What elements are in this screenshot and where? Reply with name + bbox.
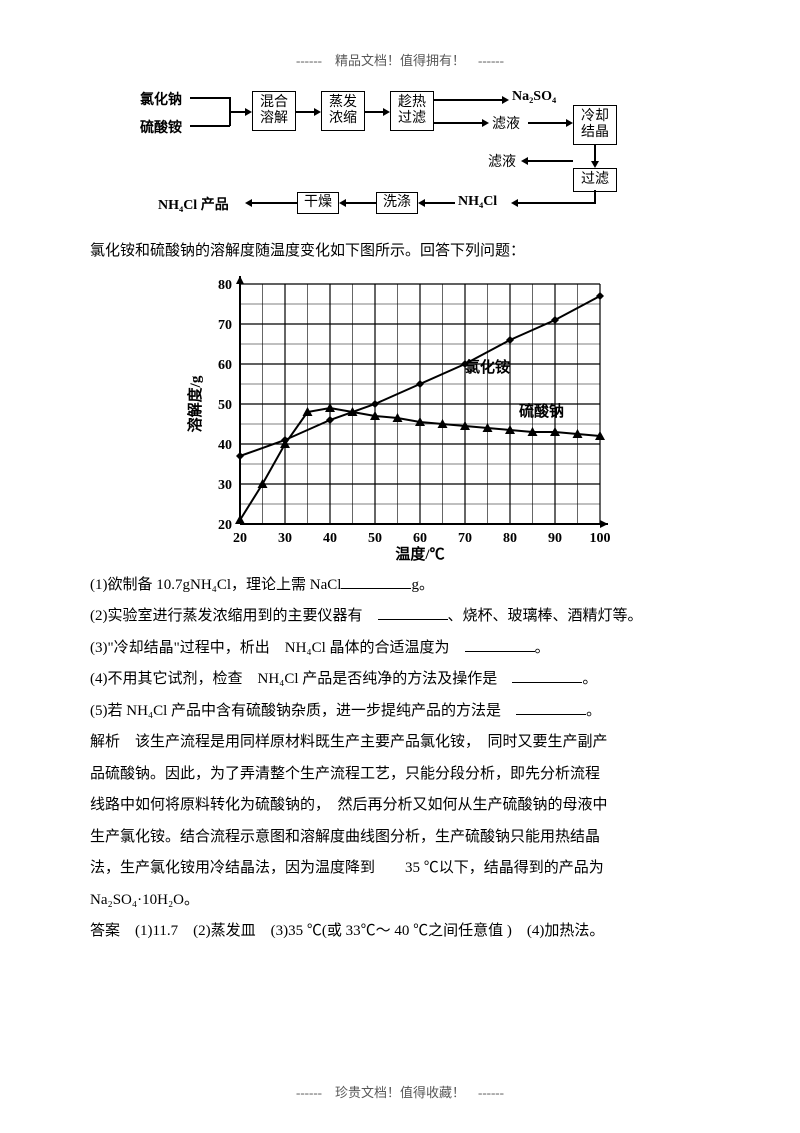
explanation-line-0: 解析 该生产流程是用同样原材料既生产主要产品氯化铵， 同时又要生产副产 <box>90 727 710 759</box>
svg-text:20: 20 <box>233 531 247 546</box>
q4-text-a: (4)不用其它试剂，检查 NH₄Cl 产品是否纯净的方法及操作是 <box>90 671 512 687</box>
q5-text-a: (5)若 NH₄Cl 产品中含有硫酸钠杂质，进一步提纯产品的方法是 <box>90 703 516 719</box>
q2-blank <box>378 604 448 620</box>
q5-text-b: 。 <box>586 703 601 719</box>
svg-text:70: 70 <box>218 318 232 333</box>
explanation-line-3: 生产氯化铵。结合流程示意图和溶解度曲线图分析，生产硫酸钠只能用热结晶 <box>90 822 710 854</box>
svg-text:温度/℃: 温度/℃ <box>395 545 444 563</box>
explanation-line-5: Na₂SO₄·10H₂O。 <box>90 885 710 917</box>
process-flowchart: 氯化钠 硫酸铵 混合 溶解 蒸发 浓缩 趁热 过滤 Na₂SO₄ 滤液 冷却 结… <box>140 87 660 222</box>
svg-text:50: 50 <box>218 398 232 413</box>
flow-box-wash: 洗涤 <box>376 192 418 214</box>
flow-box-dry: 干燥 <box>297 192 339 214</box>
q1-blank <box>341 573 411 589</box>
flow-label-nacl: 氯化钠 <box>140 89 182 109</box>
flow-label-filtrate2: 滤液 <box>488 151 516 171</box>
flow-label-as: 硫酸铵 <box>140 117 182 137</box>
header-decoration: ------ 精品文档！值得拥有！ ------ <box>90 50 710 69</box>
q5-blank <box>516 699 586 715</box>
flow-box-mix: 混合 溶解 <box>252 91 296 131</box>
svg-text:80: 80 <box>503 531 517 546</box>
svg-text:50: 50 <box>368 531 382 546</box>
q1-text-a: (1)欲制备 10.7gNH₄Cl，理论上需 NaCl <box>90 577 341 593</box>
q1-text-b: g。 <box>411 577 434 593</box>
svg-text:70: 70 <box>458 531 472 546</box>
svg-text:硫酸钠: 硫酸钠 <box>519 402 564 420</box>
svg-text:60: 60 <box>413 531 427 546</box>
q3-text-b: 。 <box>535 640 550 656</box>
q2-text-b: 、烧杯、玻璃棒、酒精灯等。 <box>448 608 643 624</box>
q2-text-a: (2)实验室进行蒸发浓缩用到的主要仪器有 <box>90 608 378 624</box>
q4-blank <box>512 667 582 683</box>
svg-text:20: 20 <box>218 518 232 533</box>
footer-decoration: ------ 珍贵文档！值得收藏！ ------ <box>0 1082 800 1101</box>
svg-text:40: 40 <box>218 438 232 453</box>
flow-box-filter2: 过滤 <box>573 168 617 192</box>
flow-label-nh4cl-right: NH₄Cl <box>458 194 497 210</box>
svg-text:30: 30 <box>218 478 232 493</box>
svg-text:氯化铵: 氯化铵 <box>465 358 510 376</box>
explanation-line-4: 法，生产氯化铵用冷结晶法，因为温度降到 35 ℃以下，结晶得到的产品为 <box>90 853 710 885</box>
solubility-chart: 20 30 40 50 60 70 80 90 100 20 30 40 50 60 70 80 温度/℃ 溶解度… <box>185 274 615 564</box>
chart-intro-text: 氯化铵和硫酸钠的溶解度随温度变化如下图所示。回答下列问题： <box>90 236 710 268</box>
svg-text:30: 30 <box>278 531 292 546</box>
q3-text-a: (3)"冷却结晶"过程中，析出 NH₄Cl 晶体的合适温度为 <box>90 640 465 656</box>
q4-text-b: 。 <box>582 671 597 687</box>
svg-text:80: 80 <box>218 278 232 293</box>
questions-block: (1)欲制备 10.7gNH₄Cl，理论上需 NaCl g。 (2)实验室进行蒸发… <box>90 570 710 948</box>
flow-box-hotfilter: 趁热 过滤 <box>390 91 434 131</box>
flow-label-product: NH₄Cl 产品 <box>158 194 229 214</box>
svg-text:溶解度/g: 溶解度/g <box>186 375 204 432</box>
flow-label-filtrate1: 滤液 <box>492 113 520 133</box>
svg-text:60: 60 <box>218 358 232 373</box>
svg-text:100: 100 <box>590 531 611 546</box>
svg-text:40: 40 <box>323 531 337 546</box>
explanation-line-1: 品硫酸钠。因此，为了弄清整个生产流程工艺，只能分段分析，即先分析流程 <box>90 759 710 791</box>
explanation-line-2: 线路中如何将原料转化为硫酸钠的， 然后再分析又如何从生产硫酸钠的母液中 <box>90 790 710 822</box>
flow-label-na2so4: Na₂SO₄ <box>512 89 556 105</box>
svg-text:90: 90 <box>548 531 562 546</box>
answer-line: 答案 (1)11.7 (2)蒸发皿 (3)35 ℃(或 33℃～ 40 ℃之间任… <box>90 916 710 948</box>
flow-box-evap: 蒸发 浓缩 <box>321 91 365 131</box>
q3-blank <box>465 636 535 652</box>
flow-box-cool: 冷却 结晶 <box>573 105 617 145</box>
